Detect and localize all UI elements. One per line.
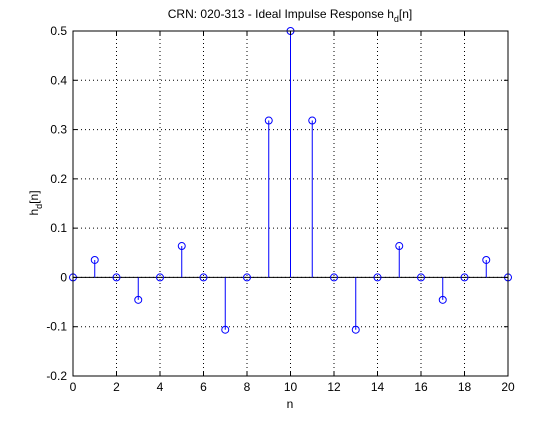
y-tick-label: 0.5 [50, 24, 67, 38]
x-tick-label: 10 [284, 380, 298, 394]
stem-marker [460, 273, 469, 282]
y-axis-label: hd[n] [27, 190, 44, 215]
x-tick-label: 18 [458, 380, 472, 394]
y-tick-label: 0.3 [50, 123, 67, 137]
y-tick-label: -0.2 [46, 369, 67, 383]
stem-marker [177, 242, 186, 251]
chart-title: CRN: 020-313 - Ideal Impulse Response hd… [168, 7, 412, 24]
x-tick-label: 2 [113, 380, 120, 394]
stem-marker [112, 273, 121, 282]
stem-marker [156, 273, 164, 282]
x-tick-label: 4 [157, 380, 164, 394]
stem-marker [395, 242, 404, 251]
x-tick-label: 20 [501, 380, 515, 394]
y-tick-label: 0.1 [50, 221, 67, 235]
stem-marker [330, 273, 338, 282]
stem-marker [134, 295, 143, 304]
y-tick-labels: -0.2 -0.1 0 0.1 0.2 0.3 0.4 0.5 [46, 24, 67, 383]
stem-marker [373, 273, 382, 282]
stem-marker [221, 325, 230, 334]
y-tick-label: 0.2 [50, 172, 67, 186]
x-axis-label: n [287, 397, 294, 411]
stem-marker [199, 273, 208, 282]
stem-marker [243, 273, 251, 282]
x-tick-label: 6 [200, 380, 207, 394]
stem-marker [308, 116, 317, 125]
stem-marker [264, 116, 273, 125]
stem-marker [482, 255, 491, 264]
y-tick-label: -0.1 [46, 320, 67, 334]
stem-series [69, 27, 512, 334]
tick-marks [72, 30, 509, 377]
y-tick-label: 0 [60, 270, 67, 284]
x-tick-label: 16 [414, 380, 428, 394]
x-tick-label: 12 [327, 380, 341, 394]
x-tick-labels: 0 2 4 6 8 10 12 14 16 18 20 [70, 380, 515, 394]
stem-marker [417, 273, 425, 282]
stem-marker [351, 325, 360, 334]
x-tick-label: 0 [70, 380, 77, 394]
x-tick-label: 8 [244, 380, 251, 394]
stem-marker [438, 295, 447, 304]
stem-marker [90, 255, 99, 264]
x-tick-label: 14 [371, 380, 385, 394]
y-tick-label: 0.4 [50, 73, 67, 87]
